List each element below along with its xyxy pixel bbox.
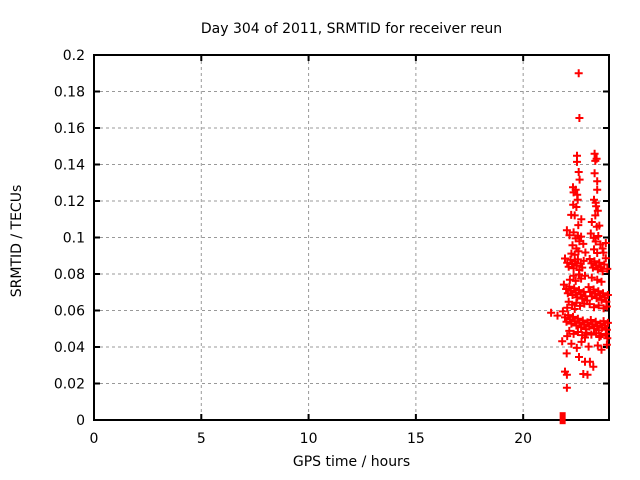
y-tick-label: 0.02 — [54, 377, 85, 393]
y-tick-label: 0.06 — [54, 304, 85, 320]
series-baseline-marker — [559, 412, 566, 425]
y-tick-label: 0.1 — [63, 231, 85, 247]
x-tick-labels: 0 5 10 15 20 — [90, 431, 533, 447]
square-marker — [559, 412, 566, 425]
x-tick-label: 15 — [407, 431, 425, 447]
scatter-points — [547, 69, 612, 392]
x-tick-label: 20 — [514, 431, 532, 447]
y-tick-label: 0 — [76, 413, 85, 429]
y-tick-labels: 0 0.02 0.04 0.06 0.08 0.1 0.12 0.14 0.16 0.18 0.2 — [54, 48, 85, 429]
y-tick-label: 0.12 — [54, 194, 85, 210]
axis-ticks — [93, 54, 609, 421]
series-SRMTID — [547, 69, 612, 392]
y-tick-label: 0.04 — [54, 340, 85, 356]
plot-frame — [93, 54, 610, 421]
y-tick-label: 0.2 — [63, 48, 85, 64]
y-tick-label: 0.18 — [54, 85, 85, 101]
x-axis-label: GPS time / hours — [292, 454, 411, 470]
y-tick-label: 0.16 — [54, 121, 85, 137]
grid-lines — [94, 55, 609, 420]
y-tick-label: 0.08 — [54, 267, 85, 283]
x-tick-label: 10 — [300, 431, 318, 447]
chart-title: Day 304 of 2011, SRMTID for receiver reu… — [200, 21, 503, 37]
x-tick-label: 0 — [90, 431, 99, 447]
y-axis-label: SRMTID / TECUs — [9, 184, 25, 298]
x-tick-label: 5 — [197, 431, 206, 447]
y-tick-label: 0.14 — [54, 158, 85, 174]
